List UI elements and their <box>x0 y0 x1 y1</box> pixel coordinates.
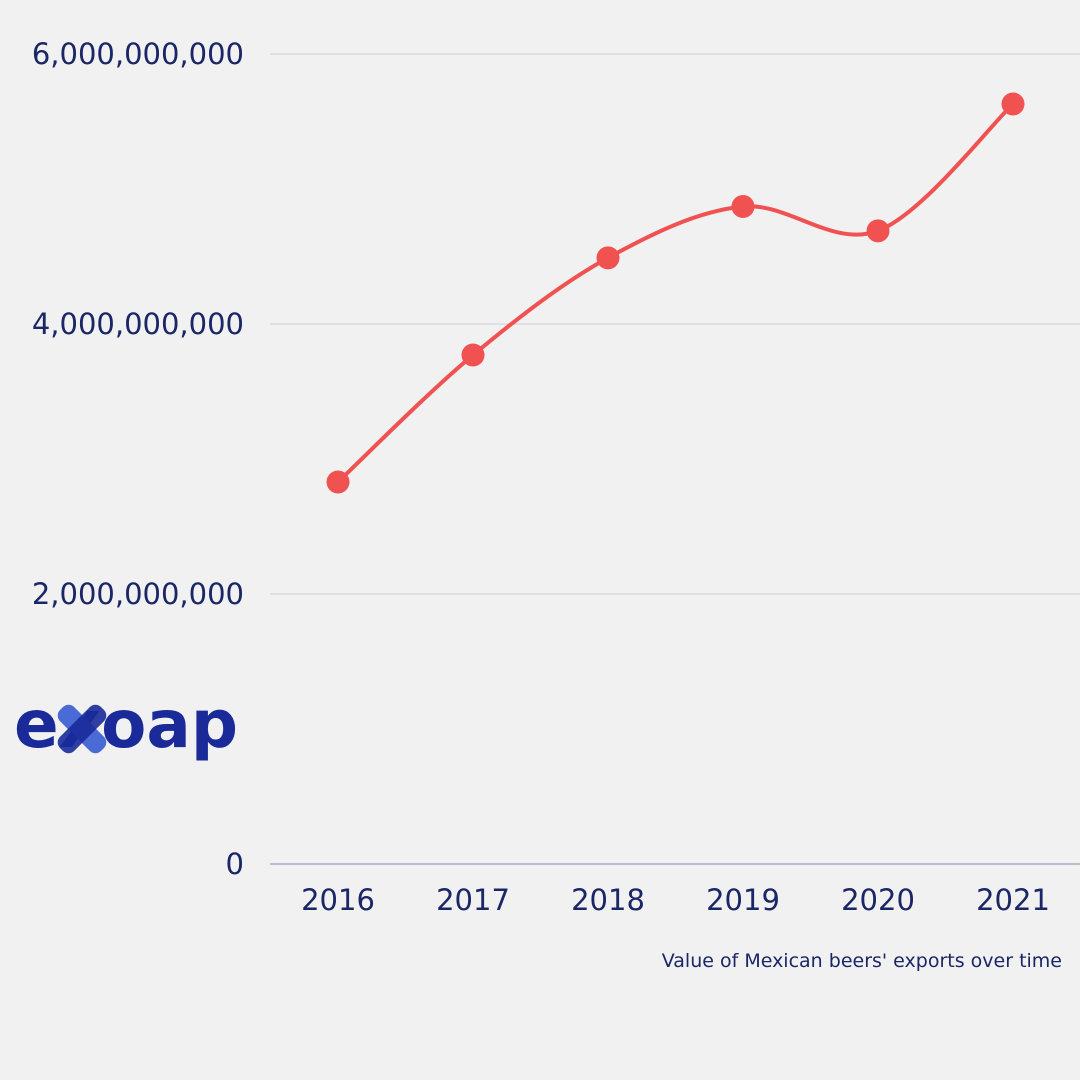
data-point <box>596 246 620 270</box>
x-tick-label: 2020 <box>841 883 915 917</box>
chart-caption: Value of Mexican beers' exports over tim… <box>662 950 1062 972</box>
data-point <box>326 470 350 494</box>
x-tick-label: 2017 <box>436 883 510 917</box>
x-mark-icon <box>57 704 107 754</box>
gridlines <box>270 53 1080 865</box>
x-tick-label: 2018 <box>571 883 645 917</box>
y-tick-label: 0 <box>226 847 244 881</box>
data-point <box>461 343 485 367</box>
x-tick-label: 2021 <box>976 883 1050 917</box>
y-tick-label: 4,000,000,000 <box>32 307 244 341</box>
data-point <box>1001 92 1025 116</box>
data-points <box>326 92 1025 494</box>
y-tick-label: 6,000,000,000 <box>32 37 244 71</box>
data-point <box>731 195 755 219</box>
x-axis-ticks: 2016 2017 2018 2019 2020 2021 <box>301 883 1050 917</box>
logo-text: exoap <box>14 686 238 763</box>
x-tick-label: 2019 <box>706 883 780 917</box>
y-axis-ticks: 0 2,000,000,000 4,000,000,000 6,000,000,000 <box>32 37 244 881</box>
logo: exoap <box>14 686 238 763</box>
data-point <box>866 219 890 243</box>
x-tick-label: 2016 <box>301 883 375 917</box>
y-tick-label: 2,000,000,000 <box>32 577 244 611</box>
series-line <box>336 102 1015 484</box>
